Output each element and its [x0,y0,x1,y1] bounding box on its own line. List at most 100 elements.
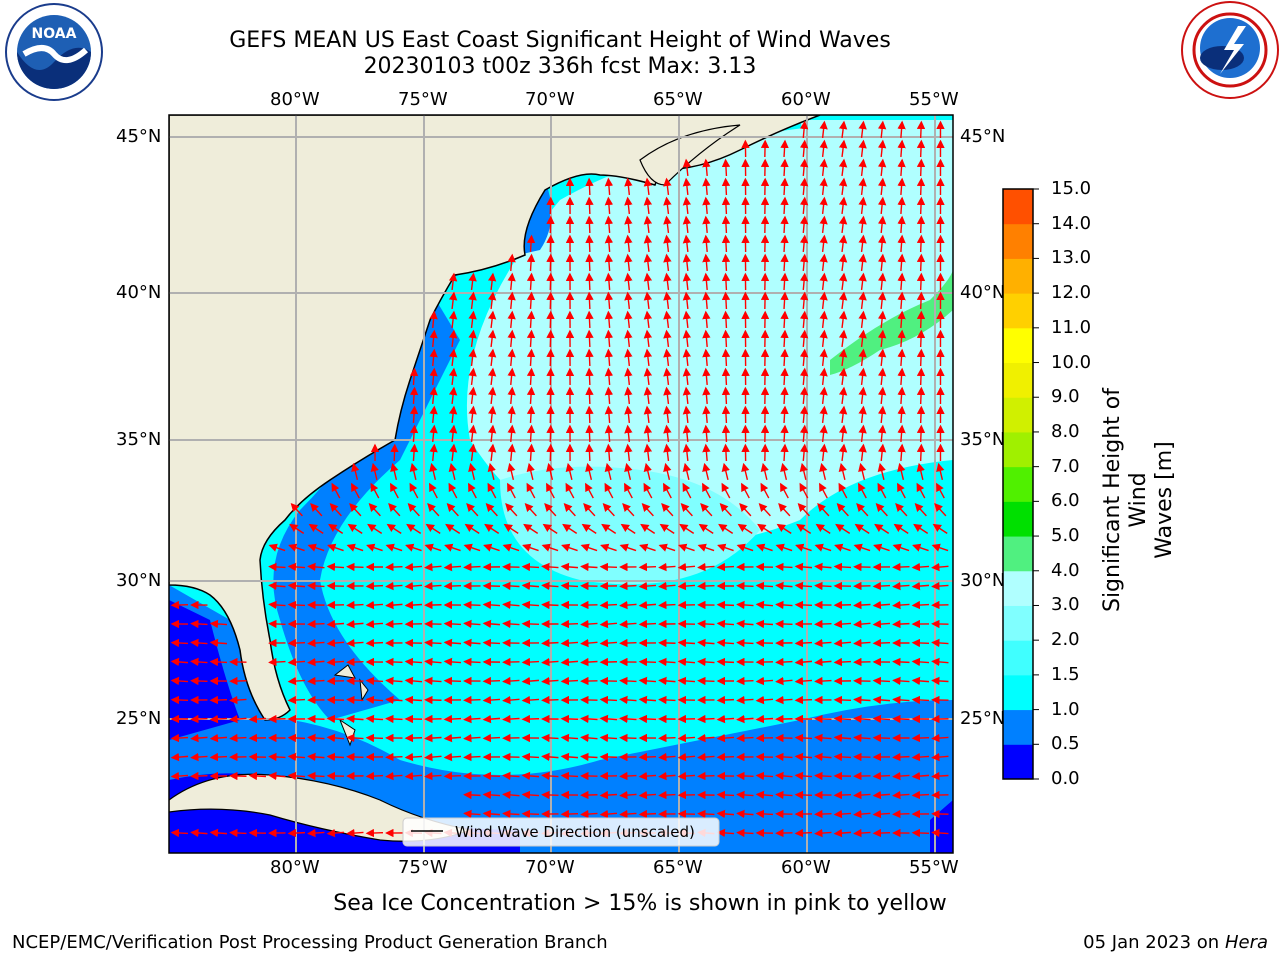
wave-direction-arrow [916,177,926,196]
wave-direction-arrow [916,462,925,480]
wave-direction-arrow [487,329,497,348]
wave-direction-arrow [287,562,306,572]
wave-direction-arrow [624,234,633,253]
wave-direction-arrow [702,367,711,386]
wave-direction-arrow [721,234,731,253]
wave-direction-arrow [799,462,808,480]
wave-direction-arrow [682,215,692,234]
wave-direction-arrow [482,619,501,629]
wave-direction-arrow [736,714,754,724]
wave-direction-arrow [716,809,735,819]
wave-direction-arrow [580,714,598,724]
date-text: 05 Jan 2023 on [1083,932,1225,953]
wave-direction-arrow [580,638,598,648]
wave-direction-arrow [835,523,851,534]
wave-direction-arrow [897,196,906,215]
wave-direction-arrow [585,367,594,386]
wave-direction-arrow [716,638,735,648]
wave-direction-arrow [585,234,594,253]
wave-direction-arrow [448,462,457,480]
map-frame [168,114,954,854]
wave-direction-arrow [507,405,516,424]
wave-direction-arrow [560,638,579,648]
wave-direction-arrow [663,291,672,310]
wave-direction-arrow [468,482,477,499]
wave-direction-arrow [833,733,852,743]
wave-direction-arrow [877,291,887,310]
wave-direction-arrow [468,272,477,291]
wave-direction-arrow [463,790,481,800]
wave-direction-arrow [799,158,809,177]
wave-direction-arrow [404,752,423,762]
wave-direction-arrow [404,657,423,667]
wave-direction-arrow [716,790,735,800]
wave-direction-arrow [775,581,793,591]
wave-direction-arrow [794,733,813,743]
wave-direction-arrow [190,828,208,838]
wave-direction-arrow [682,329,692,348]
wave-direction-arrow [585,482,594,499]
wave-direction-arrow [429,348,438,367]
wave-direction-arrow [794,695,813,705]
colorbar [1002,188,1039,780]
wave-direction-arrow [658,695,676,705]
wave-direction-arrow [716,828,735,838]
wave-direction-arrow [585,272,594,291]
wave-direction-arrow [619,581,637,591]
wave-direction-arrow [463,543,481,552]
lat-label-left-0: 45°N [116,126,162,147]
wave-direction-arrow [916,291,926,310]
wave-direction-arrow [677,676,696,686]
wave-direction-arrow [463,733,481,743]
wave-direction-arrow [326,638,345,648]
wave-direction-arrow [524,503,537,517]
wave-direction-arrow [833,562,852,572]
wave-direction-arrow [268,752,286,762]
lon-label-top-2: 70°W [525,89,575,110]
wave-direction-arrow [385,657,403,667]
wave-direction-arrow [446,503,459,517]
wave-direction-arrow [853,638,871,648]
wave-direction-arrow [326,828,345,838]
wave-direction-arrow [604,386,614,405]
wave-direction-arrow [700,503,713,517]
wave-direction-arrow [585,443,594,462]
wave-direction-arrow [424,581,442,591]
wave-direction-arrow [448,482,458,499]
wave-direction-arrow [448,367,458,386]
wave-direction-arrow [409,424,419,443]
wave-direction-arrow [911,676,930,686]
wave-direction-arrow [897,329,906,348]
lon-label-bottom-5: 55°W [909,857,959,878]
wave-direction-arrow [721,424,731,443]
wave-direction-arrow [541,752,559,762]
wave-direction-arrow [663,462,672,480]
wave-direction-arrow [858,253,867,272]
wave-direction-arrow [873,543,890,552]
wave-direction-arrow [463,562,481,572]
wave-direction-arrow [892,619,910,629]
wave-direction-arrow [604,462,613,480]
wave-direction-arrow [424,600,442,610]
wave-direction-arrow [775,657,793,667]
colorbar-segment [1003,744,1033,780]
wave-direction-arrow [424,543,442,552]
wave-direction-arrow [463,619,481,629]
wave-direction-arrow [780,482,789,499]
wave-direction-arrow [580,809,598,819]
colorbar-segment [1003,397,1033,433]
colorbar-segment [1003,501,1033,537]
wave-direction-arrow [544,503,557,517]
wave-direction-arrow [599,733,618,743]
wave-direction-arrow [799,386,809,405]
wave-direction-arrow [327,543,344,552]
wave-direction-arrow [799,253,809,272]
wave-direction-arrow [468,291,477,310]
wave-direction-arrow [814,752,832,762]
wave-direction-arrow [585,348,594,367]
wave-direction-arrow [643,329,653,348]
wave-direction-arrow [170,695,189,705]
wave-direction-arrow [443,638,462,648]
wave-direction-arrow [351,462,360,480]
wave-direction-arrow [858,310,867,329]
